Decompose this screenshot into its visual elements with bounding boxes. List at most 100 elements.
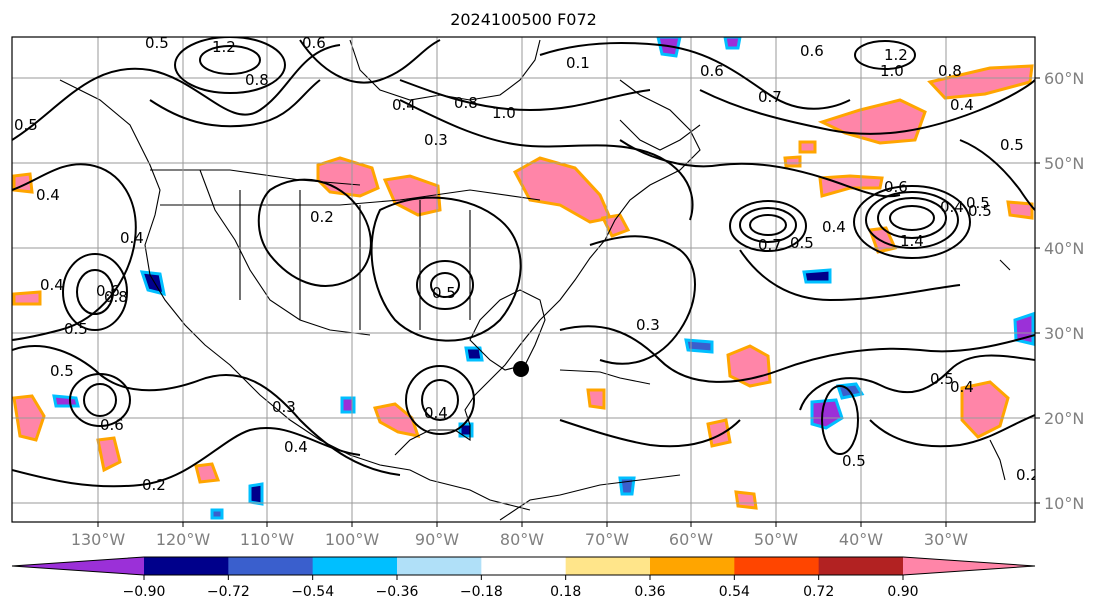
colorbar-tick-label: 0.36 [634, 584, 665, 600]
contour-line [739, 249, 961, 302]
contour-line [399, 99, 694, 221]
contour-line [12, 44, 341, 141]
contour-line [889, 205, 935, 231]
colorbar-segment [228, 557, 314, 575]
contour-label: 0.8 [454, 94, 478, 112]
x-tick-label: 90°W [415, 530, 459, 549]
contour-line [799, 354, 1035, 411]
colorbar-segment [650, 557, 735, 575]
map-frame [11, 36, 1036, 523]
colorbar-tick-label: 0.72 [803, 584, 834, 600]
contour-label: 0.5 [50, 362, 74, 380]
contour-line [729, 200, 807, 252]
contour-line [299, 39, 441, 84]
x-tick-label: 110°W [240, 530, 295, 549]
colorbar-tick-label: 0.90 [887, 584, 918, 600]
contour-line [199, 45, 261, 75]
colorbar-tick-label: 0.18 [550, 584, 581, 600]
contour-label: 0.5 [432, 284, 456, 302]
contour-line [174, 37, 286, 94]
colorbar-tick-label: −0.18 [460, 584, 503, 600]
contour-label: 0.2 [1016, 466, 1040, 484]
contour-label: 0.1 [566, 54, 590, 72]
contour-line [869, 414, 1035, 448]
colorbar-segment [481, 557, 567, 575]
negative-anomaly-patch [458, 422, 474, 438]
contour-label: 1.0 [492, 104, 516, 122]
positive-anomaly-patch [316, 156, 380, 198]
negative-anomaly-patch [210, 508, 224, 520]
colorbar-tick-label: −0.90 [123, 584, 166, 600]
contour-line [421, 379, 459, 421]
positive-anomaly-patch [798, 140, 817, 154]
colorbar: −0.90 −0.72 −0.54 −0.36 −0.18 0.18 0.36 0.54 0.7… [11, 556, 1036, 600]
x-tick-label: 50°W [754, 530, 798, 549]
contour-line [149, 79, 321, 128]
contour-label: 0.8 [245, 71, 269, 89]
contour-label: 0.5 [968, 202, 992, 220]
contour-label: 0.7 [758, 236, 782, 254]
contour-label: 0.6 [96, 282, 120, 300]
contour-line [877, 197, 947, 239]
positive-anomaly-patch [734, 490, 758, 510]
colorbar-segment [818, 557, 904, 575]
contour-line [12, 427, 361, 488]
colorbar-tick-label: 0.54 [719, 584, 750, 600]
contour-label: 0.6 [884, 178, 908, 196]
contour-label: 0.4 [392, 96, 416, 114]
colorbar-segment [734, 557, 820, 575]
x-tick-label: 60°W [669, 530, 713, 549]
contour-label: 0.3 [636, 316, 660, 334]
contour-line [959, 139, 1035, 211]
contour-line [370, 196, 522, 342]
contour-label: 0.6 [800, 42, 824, 60]
positive-anomaly-patch [817, 98, 927, 145]
negative-anomaly-patch [618, 476, 636, 496]
positive-anomaly-patch [706, 418, 732, 448]
contour-line [539, 42, 851, 110]
contour-label: 0.5 [966, 194, 990, 212]
contour-label: 0.5 [930, 370, 954, 388]
contour-line [699, 79, 1035, 135]
contour-line [559, 325, 1035, 383]
positive-anomaly-patch [512, 156, 613, 224]
positive-anomaly-patch [96, 436, 122, 473]
contour-label: 0.4 [950, 96, 974, 114]
positive-anomaly-patch [194, 462, 221, 484]
contour-line [83, 383, 117, 417]
negative-anomaly-patch [723, 37, 742, 50]
x-axis: 130°W 120°W 110°W 100°W 90°W 80°W 70°W 6… [71, 522, 968, 549]
contour-label: 1.0 [880, 62, 904, 80]
negative-anomaly-patch [684, 338, 714, 354]
contour-line [405, 365, 475, 435]
contour-labels: 1.2 0.8 0.5 0.5 0.6 1.2 1.0 0.8 0.6 0.7 … [14, 37, 1040, 494]
contour-label: 0.8 [938, 62, 962, 80]
contour-label: 0.4 [424, 404, 448, 422]
contour-line [853, 185, 971, 259]
colorbar-segment [397, 557, 482, 575]
contour-line [739, 207, 797, 243]
contour-label: 0.4 [36, 186, 60, 204]
y-tick-label: 60°N [1044, 69, 1084, 88]
x-tick-label: 40°W [839, 530, 883, 549]
contour-line [399, 79, 651, 112]
positive-anomaly-patch [960, 380, 1010, 439]
colorbar-segment [903, 557, 1035, 575]
contour-label: 0.6 [100, 416, 124, 434]
contour-label: 0.6 [700, 62, 724, 80]
colorbar-segment [565, 557, 651, 575]
y-tick-label: 50°N [1044, 154, 1084, 173]
contour-line [865, 191, 959, 249]
positive-anomaly-patch [12, 290, 42, 306]
colorbar-tick-label: −0.72 [207, 584, 250, 600]
contour-label: 0.4 [950, 378, 974, 396]
contour-label: 0.7 [758, 88, 782, 106]
colorbar-tick-label: −0.36 [376, 584, 419, 600]
contour-label: 1.4 [900, 232, 924, 250]
contour-label: 0.5 [1000, 136, 1024, 154]
contour-label: 0.5 [14, 116, 38, 134]
contour-label: 0.5 [842, 452, 866, 470]
contour-line [749, 214, 787, 236]
contour-line [821, 385, 859, 455]
x-tick-label: 70°W [585, 530, 629, 549]
